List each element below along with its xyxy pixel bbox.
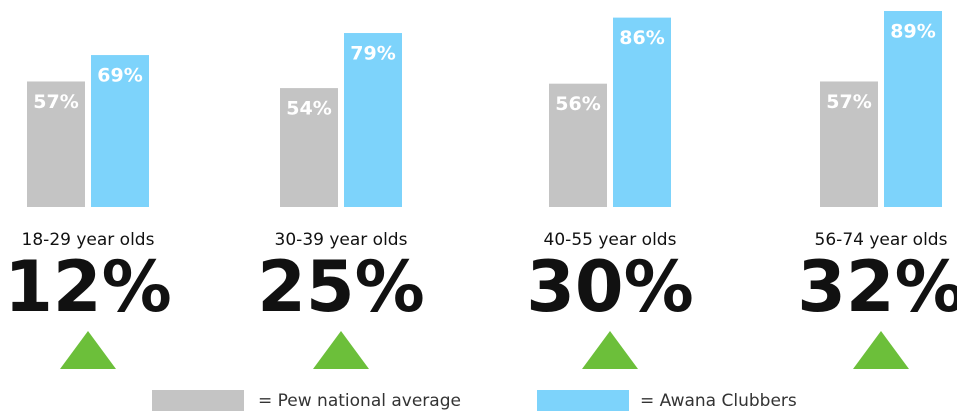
up-triangle — [582, 331, 638, 369]
increase-label: 25% — [257, 246, 425, 328]
value-label: 86% — [619, 27, 664, 49]
bar — [884, 11, 942, 208]
up-triangle — [60, 331, 116, 369]
value-label: 89% — [890, 21, 935, 43]
category-label: 56-74 year olds — [815, 230, 948, 250]
legend-swatch — [537, 390, 629, 411]
increase-label: 30% — [526, 246, 694, 328]
up-triangle — [313, 331, 369, 369]
value-label: 69% — [97, 65, 142, 87]
bar — [820, 81, 878, 207]
legend-swatch — [152, 390, 244, 411]
up-triangle — [853, 331, 909, 369]
category-label: 40-55 year olds — [544, 230, 677, 250]
bar — [91, 55, 149, 207]
bar — [613, 17, 671, 208]
bar — [280, 88, 338, 207]
bar — [344, 33, 402, 207]
legend-label: = Awana Clubbers — [640, 391, 797, 411]
value-label: 57% — [33, 91, 78, 113]
value-label: 54% — [286, 98, 331, 120]
bar — [27, 81, 85, 207]
value-label: 56% — [555, 93, 600, 115]
category-label: 18-29 year olds — [22, 230, 155, 250]
category-label: 30-39 year olds — [275, 230, 408, 250]
increase-label: 12% — [4, 246, 172, 328]
legend-label: = Pew national average — [258, 391, 461, 411]
increase-label: 32% — [797, 246, 957, 328]
bar — [549, 83, 607, 207]
value-label: 57% — [826, 91, 871, 113]
value-label: 79% — [350, 43, 395, 65]
